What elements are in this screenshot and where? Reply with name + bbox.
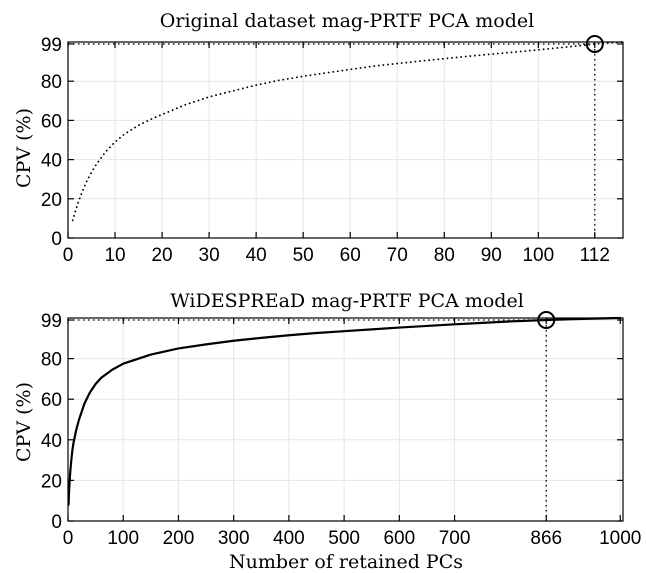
bottom-chart-ylabel: CPV (%) — [13, 382, 35, 462]
bottom-chart-ytick-label-20: 20 — [41, 471, 62, 492]
top-chart-ytick-label-80: 80 — [41, 72, 62, 93]
top-chart-xtick-label-30: 30 — [199, 245, 220, 266]
bottom-chart-xtick-label-700: 700 — [439, 528, 471, 549]
top-chart-ytick-label-60: 60 — [41, 111, 62, 132]
bottom-chart-title: WiDESPREaD mag-PRTF PCA model — [170, 290, 524, 312]
bottom-chart-xtick-label-600: 600 — [383, 528, 415, 549]
bottom-chart-xtick-label-1000: 1000 — [599, 528, 641, 549]
bottom-chart-axes-box — [67, 317, 624, 522]
top-chart-grid — [68, 42, 623, 238]
bottom-chart-panel: WiDESPREaD mag-PRTF PCA model CPV (%) Nu… — [13, 290, 641, 573]
bottom-chart-ytick-label-0: 0 — [51, 512, 62, 533]
bottom-chart-threshold-marker — [537, 311, 556, 330]
top-chart-ticks: 0 10 20 30 40 50 60 70 80 90 100 112 0 20 40 60 80 99 — [41, 35, 624, 266]
top-chart-xtick-label-80: 80 — [434, 245, 455, 266]
top-chart-xtick-label-90: 90 — [481, 245, 502, 266]
bottom-chart-xtick-label-100: 100 — [107, 528, 139, 549]
bottom-chart-xtick-label-866: 866 — [530, 528, 562, 549]
top-chart-panel: Original dataset mag-PRTF PCA model CPV … — [13, 10, 624, 266]
top-chart-xtick-label-20: 20 — [151, 245, 172, 266]
top-chart-series-line-0 — [71, 41, 624, 222]
top-chart-ytick-label-20: 20 — [41, 190, 62, 211]
top-chart-axes-box — [67, 41, 624, 239]
top-chart-xtick-label-70: 70 — [387, 245, 408, 266]
top-chart-xtick-label-40: 40 — [246, 245, 267, 266]
bottom-chart-grid — [68, 318, 623, 521]
top-chart-xtick-label-100: 100 — [522, 245, 554, 266]
top-chart-xtick-label-50: 50 — [293, 245, 314, 266]
top-chart-xtick-label-10: 10 — [104, 245, 125, 266]
bottom-chart-ytick-label-99: 99 — [41, 311, 62, 332]
bottom-chart-ytick-label-80: 80 — [41, 350, 62, 371]
top-chart-ylabel: CPV (%) — [13, 108, 35, 188]
bottom-chart-xtick-label-0: 0 — [63, 528, 74, 549]
top-chart-xtick-label-112: 112 — [580, 245, 610, 266]
bottom-chart-xtick-label-400: 400 — [273, 528, 305, 549]
top-chart-threshold-marker — [585, 34, 604, 53]
bottom-chart-xtick-label-200: 200 — [163, 528, 195, 549]
bottom-chart-ytick-label-60: 60 — [41, 390, 62, 411]
bottom-chart-xtick-label-500: 500 — [328, 528, 360, 549]
bottom-chart-xtick-label-300: 300 — [218, 528, 250, 549]
top-chart-ytick-label-40: 40 — [41, 151, 62, 172]
bottom-chart-ytick-label-40: 40 — [41, 431, 62, 452]
bottom-chart-xlabel: Number of retained PCs — [229, 551, 463, 573]
top-chart-xtick-label-60: 60 — [340, 245, 361, 266]
top-chart-marks — [68, 34, 624, 238]
bottom-chart-series-line-0 — [67, 316, 622, 506]
top-chart-ytick-label-99: 99 — [41, 35, 62, 56]
top-chart-title: Original dataset mag-PRTF PCA model — [160, 10, 534, 32]
top-chart-xtick-label-0: 0 — [63, 245, 74, 266]
bottom-chart-marks — [67, 311, 622, 521]
top-chart-ytick-label-0: 0 — [51, 229, 62, 250]
bottom-chart-ticks: 0 100 200 300 400 500 600 700 866 1000 0 20 40 60 80 99 — [41, 311, 642, 549]
